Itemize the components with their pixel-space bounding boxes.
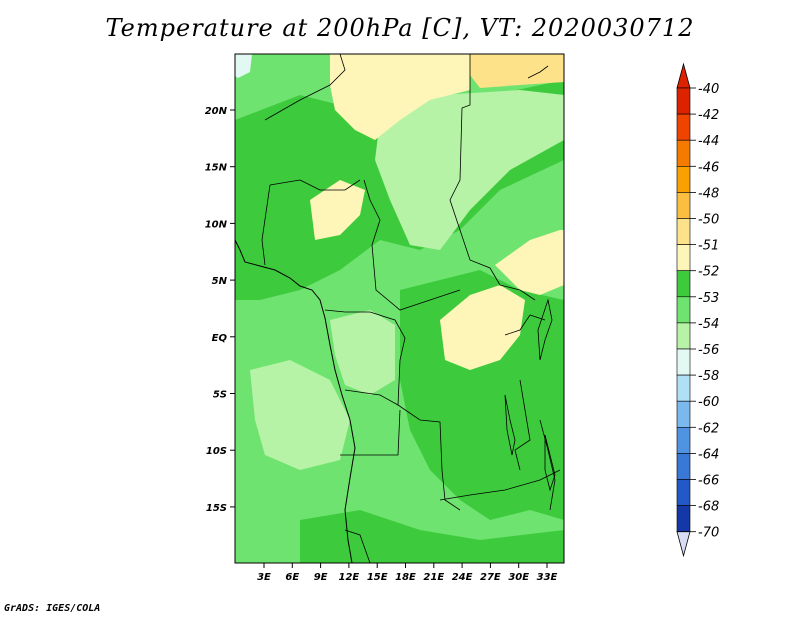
field-band-light-ne — [375, 90, 564, 250]
colorbar-label: -56 — [698, 343, 719, 358]
colorbar-label: -58 — [698, 369, 719, 384]
lat-tick-label: 5S — [213, 390, 227, 401]
lat-tick-label: 20N — [205, 106, 228, 117]
colorbar-segment — [676, 479, 691, 506]
colorbar-label: -64 — [698, 447, 719, 462]
border-lines — [261, 54, 561, 563]
colorbar-label: -62 — [698, 421, 719, 436]
colorbar-label: -46 — [698, 160, 719, 175]
colorbar-segment — [676, 400, 691, 428]
colorbar-label: -70 — [698, 526, 719, 541]
colorbar-segment — [676, 453, 691, 480]
colorbar-label: -52 — [698, 265, 719, 280]
lat-tick-label: 5N — [212, 276, 228, 287]
field-patch-warm-chad — [310, 180, 365, 240]
colorbar-label: -60 — [698, 395, 719, 410]
lon-tick-label: 18E — [395, 572, 416, 583]
lon-tick-label: 27E — [480, 572, 501, 583]
colorbar-segment — [676, 218, 691, 245]
lon-tick-label: 33E — [537, 572, 558, 583]
colorbar-segment — [676, 270, 691, 298]
colorbar-label: -53 — [698, 291, 719, 306]
lake-lines — [504, 65, 556, 492]
field-band-dark-east — [400, 270, 564, 520]
field-patch-warm-east — [495, 230, 564, 295]
field-patch-light-congo — [330, 310, 395, 395]
colorbar-segment — [676, 296, 691, 324]
colorbar-label: -50 — [698, 213, 719, 228]
colorbar-segment — [676, 374, 691, 402]
lat-tick-label: EQ — [212, 333, 228, 344]
colorbar-segment — [676, 192, 691, 219]
lon-tick-label: 24E — [452, 572, 473, 583]
lon-tick-label: 15E — [367, 572, 388, 583]
colorbar-segment — [676, 426, 691, 454]
colorbar-label: -42 — [698, 108, 719, 123]
colorbar-label: -40 — [698, 82, 719, 97]
colorbar-segment — [676, 505, 691, 533]
colorbar-label: -66 — [698, 474, 719, 489]
field-patch-cold-nw — [235, 54, 252, 78]
latitude-axis: 20N 15N 10N 5N EQ 5S 10S 15S — [205, 106, 235, 514]
colorbar-bottom-arrow — [676, 531, 691, 558]
colorbar-label: -54 — [698, 317, 719, 332]
lat-tick-label: 15N — [205, 163, 228, 174]
colorbar-label: -48 — [698, 186, 719, 201]
colorbar-segment — [676, 348, 691, 376]
field-patch-warm-central — [440, 285, 525, 370]
colorbar-label: -68 — [698, 500, 719, 515]
lon-tick-label: 3E — [257, 572, 271, 583]
colorbar-label: -51 — [698, 239, 719, 254]
map-panel — [235, 54, 564, 563]
map-frame — [234, 53, 565, 564]
colorbar-segment — [676, 139, 691, 167]
field-patch-dark-south — [300, 510, 564, 563]
colorbar-segment — [676, 244, 691, 272]
lat-tick-label: 10S — [206, 446, 227, 457]
colorbar-top-arrow — [676, 62, 691, 89]
footer-credit: GrADS: IGES/COLA — [4, 603, 101, 614]
lat-tick-label: 15S — [206, 503, 227, 514]
colorbar-segment — [676, 113, 691, 141]
field-patch-light-west — [250, 360, 350, 470]
lon-tick-label: 9E — [314, 572, 328, 583]
colorbar-label: -44 — [698, 134, 719, 149]
field-patch-warm-top-right — [470, 54, 564, 88]
colorbar-segment — [676, 322, 691, 350]
colorbar: -40 -42 -44 -46 -48 -50 -51 -52 -53 -54 -56 -58 -60 -… — [676, 62, 719, 558]
lon-tick-label: 6E — [285, 572, 299, 583]
colorbar-segment — [676, 166, 691, 193]
lon-tick-label: 21E — [423, 572, 444, 583]
lon-tick-label: 30E — [508, 572, 529, 583]
coastline-west-africa — [235, 239, 356, 563]
lat-tick-label: 10N — [205, 219, 228, 230]
map-title: Temperature at 200hPa [C], VT: 202003071… — [105, 14, 695, 42]
longitude-axis: 3E 6E 9E 12E 15E 18E 21E 24E 27E 30E 33E — [257, 563, 558, 583]
colorbar-segment — [676, 87, 691, 115]
lon-tick-label: 12E — [339, 572, 360, 583]
field-band-warm-north — [330, 54, 470, 140]
